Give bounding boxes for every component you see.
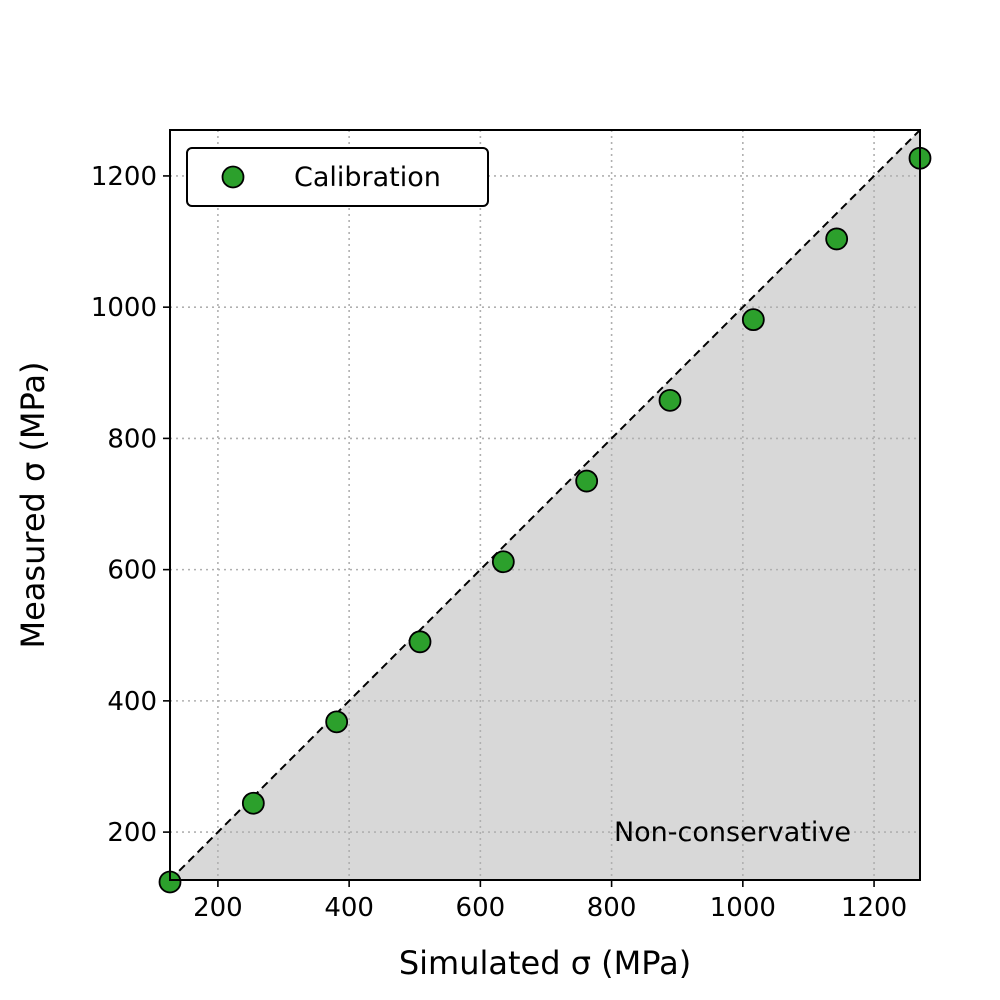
x-tick-label-200: 200 [193,893,243,923]
annotation-non-conservative: Non-conservative [614,817,851,848]
y-tick-label-600: 600 [107,556,157,586]
x-axis-label: Simulated σ (MPa) [399,944,691,982]
x-tick-label-800: 800 [587,893,637,923]
legend: Calibration [186,147,489,207]
y-axis: 200 400 600 800 1000 1200 [91,162,170,848]
axes-frame [169,129,921,881]
y-tick-label-1000: 1000 [91,293,157,323]
plot-area [158,129,932,894]
y-tick-label-400: 400 [107,687,157,717]
data-point [491,550,515,574]
data-point [741,308,765,332]
data-point [658,388,682,412]
x-tick-label-1200: 1200 [841,893,907,923]
x-tick-label-400: 400 [324,893,374,923]
legend-label-calibration: Calibration [294,162,441,193]
data-point [408,630,432,654]
data-point [325,710,349,734]
data-point [241,791,265,815]
grid [170,130,920,880]
y-tick-label-800: 800 [107,424,157,454]
x-axis: 200 400 600 800 1000 1200 [193,880,907,923]
x-tick-label-1000: 1000 [710,893,776,923]
x-tick-label-600: 600 [456,893,506,923]
legend-box [186,147,489,207]
legend-marker-calibration [221,165,245,189]
data-points [158,146,932,894]
data-point [575,469,599,493]
y-axis-label: Measured σ (MPa) [14,362,52,649]
data-point [825,227,849,251]
y-tick-label-1200: 1200 [91,162,157,192]
identity-line [169,129,921,881]
y-tick-label-200: 200 [107,818,157,848]
